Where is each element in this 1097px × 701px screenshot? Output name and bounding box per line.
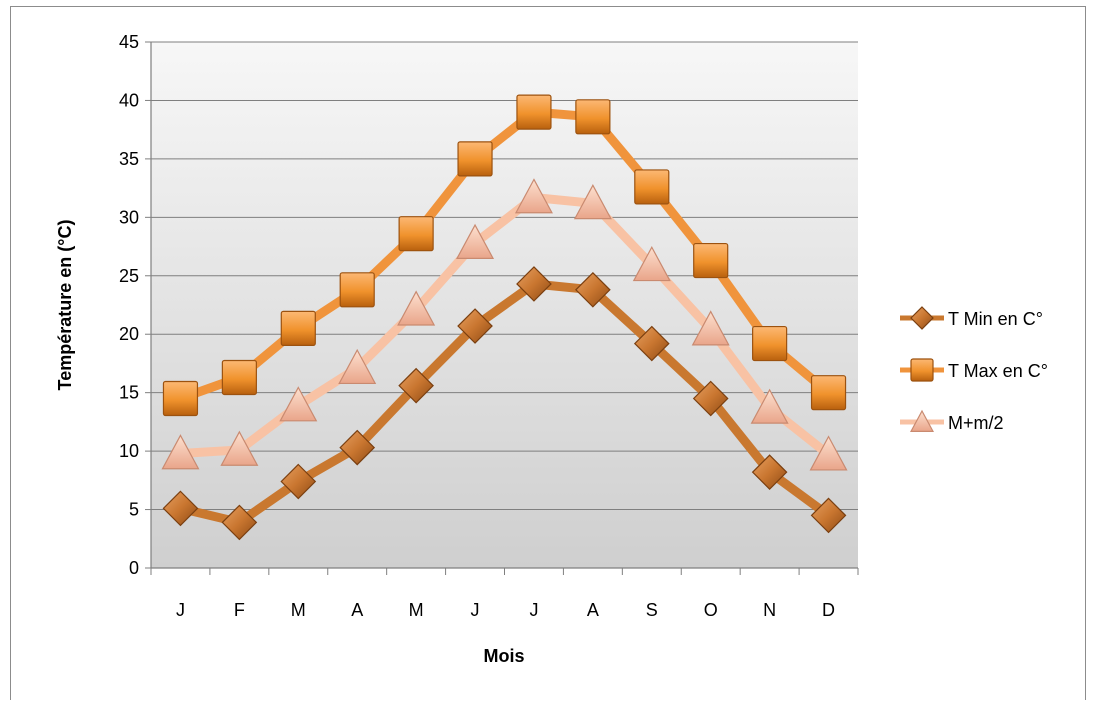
y-tick-label: 0 bbox=[129, 558, 139, 578]
data-point-diamond bbox=[575, 271, 611, 308]
data-point-square bbox=[162, 380, 199, 417]
axes bbox=[150, 42, 859, 575]
y-tick-label: 45 bbox=[119, 32, 139, 52]
x-axis-title: Mois bbox=[483, 646, 524, 666]
x-tick-label: J bbox=[529, 600, 538, 620]
x-tick-label: M bbox=[291, 600, 306, 620]
data-point-diamond bbox=[339, 429, 376, 466]
x-tick-label: M bbox=[409, 600, 424, 620]
data-point-square bbox=[221, 359, 257, 396]
legend: T Min en C° T Max en C° M+m/2 bbox=[900, 306, 1048, 433]
legend-label: T Min en C° bbox=[948, 309, 1043, 329]
data-point-diamond bbox=[516, 266, 552, 302]
data-point-square bbox=[752, 325, 788, 362]
data-point-triangle bbox=[220, 430, 259, 466]
x-tick-label: N bbox=[763, 600, 776, 620]
legend-item: T Max en C° bbox=[900, 358, 1048, 382]
gridlines bbox=[145, 41, 858, 569]
legend-item: M+m/2 bbox=[900, 409, 1004, 433]
legend-item: T Min en C° bbox=[900, 306, 1043, 330]
data-point-square bbox=[339, 272, 375, 308]
data-point-square bbox=[693, 242, 729, 279]
x-tick-label: J bbox=[471, 600, 480, 620]
data-point-square bbox=[810, 375, 847, 411]
data-point-square bbox=[575, 99, 611, 135]
data-point-square bbox=[634, 169, 670, 205]
data-point-triangle bbox=[809, 435, 848, 471]
data-point-triangle bbox=[456, 223, 495, 259]
y-tick-labels: 0 5 10 15 20 25 30 35 40 45 bbox=[119, 32, 139, 578]
legend-label: T Max en C° bbox=[948, 361, 1048, 381]
y-tick-label: 25 bbox=[119, 266, 139, 286]
data-point-triangle bbox=[750, 388, 789, 424]
data-point-square bbox=[516, 94, 552, 130]
x-tick-label: A bbox=[587, 600, 599, 620]
data-point-diamond bbox=[692, 380, 729, 417]
x-tick-label: S bbox=[646, 600, 658, 620]
x-tick-label: J bbox=[176, 600, 185, 620]
data-point-square bbox=[280, 310, 316, 346]
x-tick-label: F bbox=[234, 600, 245, 620]
y-tick-label: 40 bbox=[119, 90, 139, 110]
y-tick-label: 10 bbox=[119, 441, 139, 461]
legend-marker-triangle bbox=[909, 409, 935, 432]
data-point-diamond bbox=[280, 463, 317, 500]
x-tick-label: O bbox=[704, 600, 718, 620]
data-point-diamond bbox=[221, 504, 258, 541]
series-markers bbox=[161, 94, 848, 541]
data-point-diamond bbox=[633, 325, 670, 362]
data-point-square bbox=[457, 141, 493, 177]
legend-marker-square bbox=[910, 358, 934, 382]
y-tick-label: 35 bbox=[119, 149, 139, 169]
data-point-diamond bbox=[810, 497, 847, 534]
data-point-diamond bbox=[398, 367, 434, 404]
y-tick-label: 30 bbox=[119, 207, 139, 227]
x-tick-label: A bbox=[351, 600, 363, 620]
data-point-square bbox=[398, 216, 434, 252]
chart-frame bbox=[10, 6, 1086, 700]
data-point-triangle bbox=[632, 245, 671, 282]
data-point-triangle bbox=[161, 434, 200, 470]
data-point-diamond bbox=[457, 308, 493, 344]
legend-marker-diamond bbox=[910, 306, 934, 330]
y-axis-title: Température en (°C) bbox=[55, 220, 75, 391]
data-point-triangle bbox=[691, 310, 730, 346]
y-tick-label: 5 bbox=[129, 500, 139, 520]
data-point-triangle bbox=[514, 178, 553, 214]
legend-label: M+m/2 bbox=[948, 413, 1004, 433]
data-point-triangle bbox=[397, 290, 436, 326]
data-point-triangle bbox=[338, 348, 377, 385]
data-point-triangle bbox=[279, 386, 318, 422]
y-tick-label: 20 bbox=[119, 324, 139, 344]
data-point-diamond bbox=[751, 454, 788, 490]
y-tick-label: 15 bbox=[119, 383, 139, 403]
data-point-triangle bbox=[573, 184, 612, 220]
x-tick-label: D bbox=[822, 600, 835, 620]
data-point-diamond bbox=[162, 490, 199, 527]
